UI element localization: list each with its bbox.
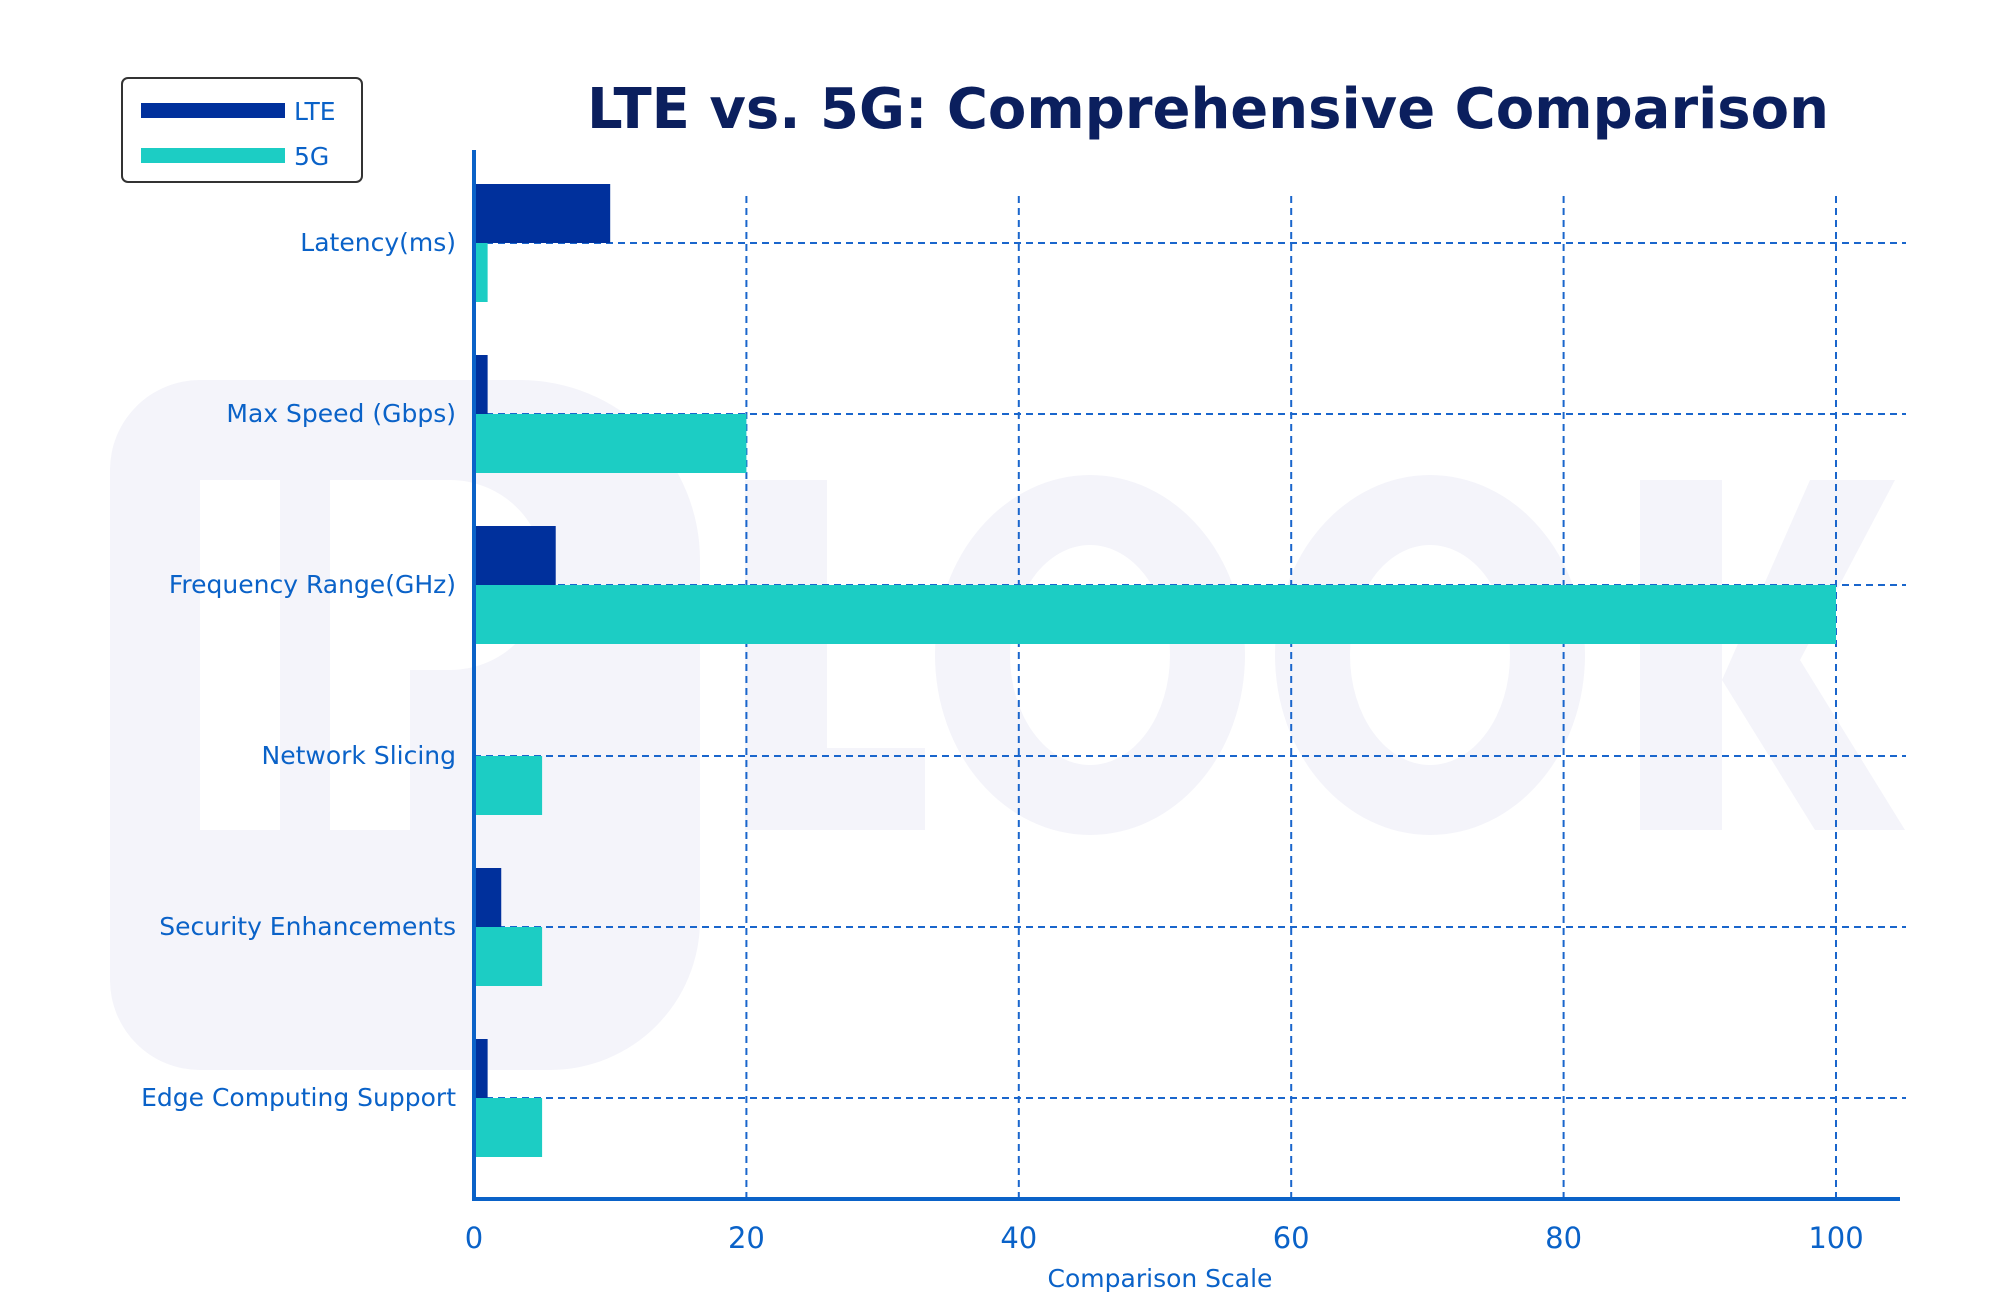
bars (474, 184, 1836, 1157)
x-tick-label: 40 (1000, 1221, 1037, 1255)
axes (472, 150, 1900, 1201)
bar-lte (474, 1039, 488, 1098)
chart-title: LTE vs. 5G: Comprehensive Comparison (587, 77, 1829, 142)
category-label: Network Slicing (262, 741, 457, 770)
category-label: Edge Computing Support (141, 1083, 456, 1112)
category-label: Latency(ms) (300, 228, 456, 257)
bar-5g (474, 414, 747, 473)
category-label: Frequency Range(GHz) (169, 570, 456, 599)
x-tick-label: 80 (1545, 1221, 1582, 1255)
bar-lte (474, 184, 611, 243)
x-tick-label: 20 (728, 1221, 765, 1255)
bar-5g (474, 1098, 543, 1157)
watermark-logo (110, 380, 1905, 1070)
bar-5g (474, 756, 543, 815)
x-tick-label: 0 (465, 1221, 483, 1255)
bar-lte (474, 526, 556, 585)
legend-label-5g: 5G (294, 142, 329, 171)
x-tick-label: 100 (1808, 1221, 1863, 1255)
bar-5g (474, 927, 543, 986)
bar-lte (474, 868, 502, 927)
bar-5g (474, 243, 488, 302)
legend-swatch-lte (141, 103, 285, 118)
category-label: Security Enhancements (159, 912, 456, 941)
legend-swatch-5g (141, 148, 285, 163)
x-tick-label: 60 (1273, 1221, 1310, 1255)
legend-label-lte: LTE (294, 97, 336, 126)
bar-5g (474, 585, 1836, 644)
legend: LTE 5G (121, 77, 363, 183)
x-axis-label: Comparison Scale (1048, 1264, 1273, 1293)
bar-lte (474, 355, 488, 414)
category-labels: Latency(ms) Max Speed (Gbps) Frequency Ran… (141, 228, 456, 1112)
tick-labels: 0 20 40 60 80 100 (465, 1221, 1864, 1255)
category-label: Max Speed (Gbps) (226, 399, 456, 428)
